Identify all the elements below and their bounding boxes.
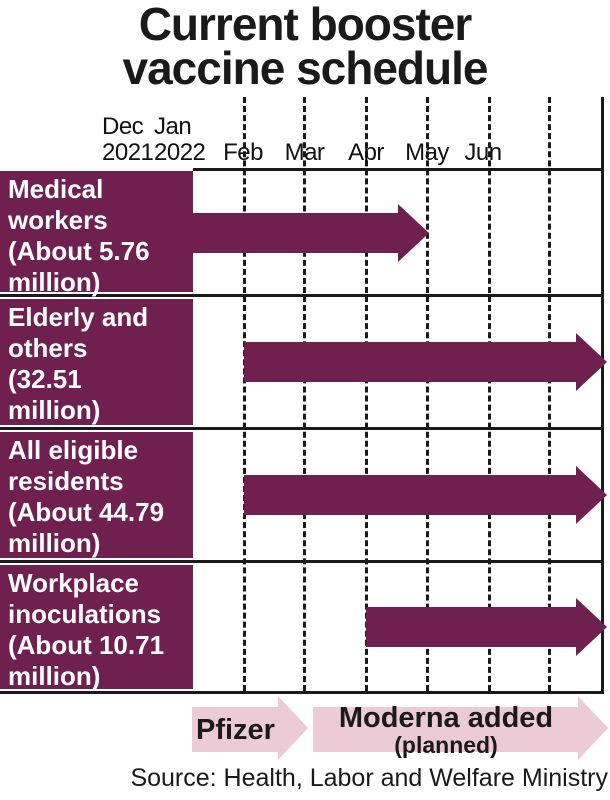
tick-apr: Apr	[348, 139, 384, 166]
arrow-head-icon	[576, 333, 607, 391]
month-gridline	[488, 97, 491, 691]
row-label-workplace: Workplace inoculations (About 10.71 mill…	[0, 565, 193, 691]
arrow-shaft	[244, 342, 577, 382]
source-credit: Source: Health, Labor and Welfare Minist…	[130, 764, 608, 792]
row-label-elderly: Elderly and others (32.51 million)	[0, 299, 193, 425]
legend-arrow-shaft: Moderna added (planned)	[313, 703, 579, 757]
month-gridline	[365, 97, 368, 691]
chart-right-border	[601, 97, 604, 694]
arrow-head-icon	[576, 466, 607, 524]
month-gridline	[303, 97, 306, 691]
legend-moderna-label: Moderna added	[338, 701, 554, 734]
arrow-shaft	[244, 475, 577, 515]
row-label-medical-workers: Medical workers (About 5.76 million)	[0, 171, 193, 297]
arrow-shaft	[366, 607, 577, 647]
month-gridline	[548, 97, 551, 691]
tick-jun: Jun	[464, 139, 502, 166]
tick-jan-2022: Jan 2022	[154, 113, 206, 166]
tick-feb: Feb	[223, 139, 263, 166]
row-divider	[0, 427, 604, 430]
month-gridline	[243, 97, 246, 691]
legend-arrow-moderna: Moderna added (planned)	[313, 696, 608, 760]
arrow-head-icon	[278, 696, 308, 760]
tick-may: May	[405, 139, 449, 166]
legend-arrow-pfizer: Pfizer	[192, 696, 308, 760]
title-line-2: vaccine schedule	[122, 42, 489, 94]
legend-moderna-note: (planned)	[394, 731, 498, 758]
title-line-1: Current booster	[138, 0, 473, 50]
table-top-line	[193, 168, 604, 171]
tick-mar: Mar	[284, 139, 325, 166]
month-axis: Dec 2021 Jan 2022 Feb Mar Apr May Jun	[0, 95, 610, 166]
tick-dec-2021: Dec 2021	[102, 113, 154, 166]
row-divider	[0, 294, 604, 297]
legend-arrow-shaft: Pfizer	[192, 707, 279, 752]
bar-arrow-all-eligible	[244, 430, 607, 560]
bar-arrow-elderly	[244, 297, 607, 427]
table-bottom-line	[0, 691, 604, 694]
arrow-head-icon	[398, 203, 429, 262]
arrow-shaft	[193, 212, 399, 253]
bar-arrow-medical-workers	[193, 171, 429, 294]
page-title: Current booster vaccine schedule	[0, 0, 610, 91]
bar-arrow-workplace	[366, 563, 607, 691]
month-gridline	[426, 97, 429, 691]
legend-pfizer-label: Pfizer	[196, 713, 275, 746]
row-divider	[0, 560, 604, 563]
row-label-all-eligible: All eligible residents (About 44.79 mill…	[0, 432, 193, 558]
arrow-head-icon	[576, 598, 607, 656]
arrow-head-icon	[578, 696, 608, 760]
